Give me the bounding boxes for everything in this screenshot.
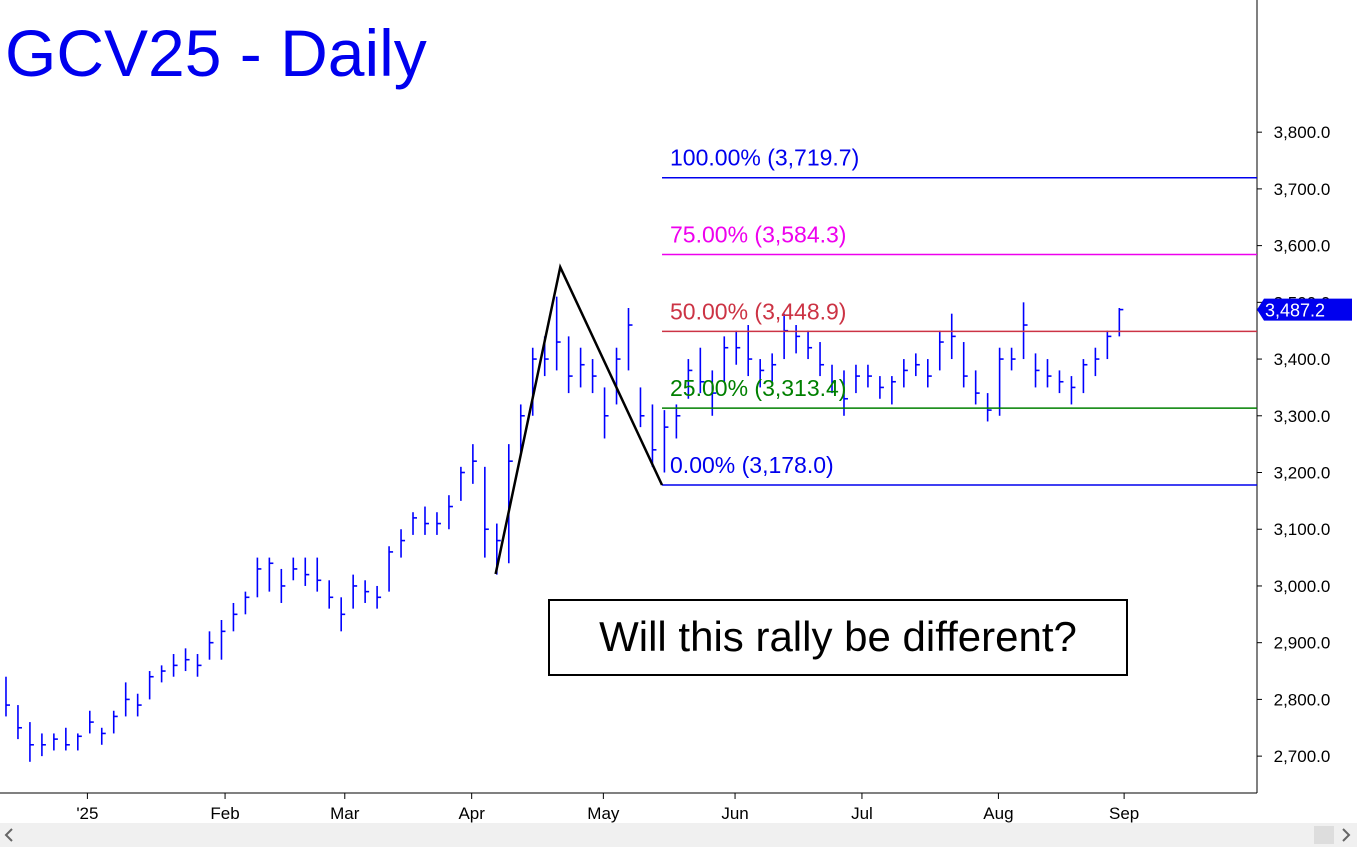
y-tick-label: 2,900.0 [1274, 634, 1331, 653]
y-tick-label: 3,700.0 [1274, 180, 1331, 199]
x-tick-label: Sep [1109, 804, 1139, 823]
level-label: 100.00% (3,719.7) [670, 145, 859, 171]
level-label: 50.00% (3,448.9) [670, 298, 846, 324]
y-tick-label: 3,400.0 [1274, 350, 1331, 369]
abc-pattern [494, 263, 664, 575]
y-tick-label: 3,200.0 [1274, 464, 1331, 483]
y-tick-label: 3,800.0 [1274, 123, 1331, 142]
x-tick-label: Feb [210, 804, 239, 823]
x-tick-label: Aug [983, 804, 1013, 823]
last-price-tag [1257, 298, 1352, 321]
level-label: 0.00% (3,178.0) [670, 452, 834, 478]
x-tick-label: Mar [330, 804, 360, 823]
x-tick-label: Jul [851, 804, 873, 823]
chart-title: GCV25 - Daily [5, 16, 427, 90]
level-label: 75.00% (3,584.3) [670, 222, 846, 248]
x-tick-label: '25 [76, 804, 98, 823]
scrollbar[interactable] [0, 823, 1357, 847]
y-tick-label: 2,700.0 [1274, 747, 1331, 766]
scroll-left[interactable] [4, 828, 13, 842]
last-price-label: 3,487.2 [1265, 301, 1325, 321]
scroll-thumb[interactable] [1314, 826, 1334, 844]
x-tick-label: May [587, 804, 620, 823]
y-tick-label: 3,100.0 [1274, 520, 1331, 539]
annotation-box [548, 599, 1128, 676]
y-tick-label: 2,800.0 [1274, 690, 1331, 709]
x-tick-label: Jun [721, 804, 748, 823]
annotation: Will this rally be different? [599, 613, 1077, 660]
y-tick-label: 3,600.0 [1274, 237, 1331, 256]
scroll-right[interactable] [1342, 828, 1351, 842]
y-tick-label: 3,000.0 [1274, 577, 1331, 596]
x-tick-label: Apr [458, 804, 485, 823]
y-tick-label: 3,300.0 [1274, 407, 1331, 426]
level-label: 25.00% (3,313.4) [670, 375, 846, 401]
